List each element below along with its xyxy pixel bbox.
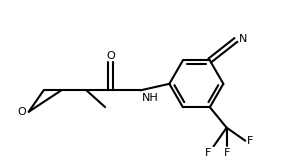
Text: F: F	[247, 136, 253, 146]
Text: NH: NH	[141, 93, 158, 103]
Text: F: F	[223, 148, 230, 158]
Text: F: F	[205, 148, 212, 158]
Text: N: N	[239, 34, 247, 44]
Text: O: O	[17, 107, 26, 117]
Text: O: O	[106, 51, 115, 61]
